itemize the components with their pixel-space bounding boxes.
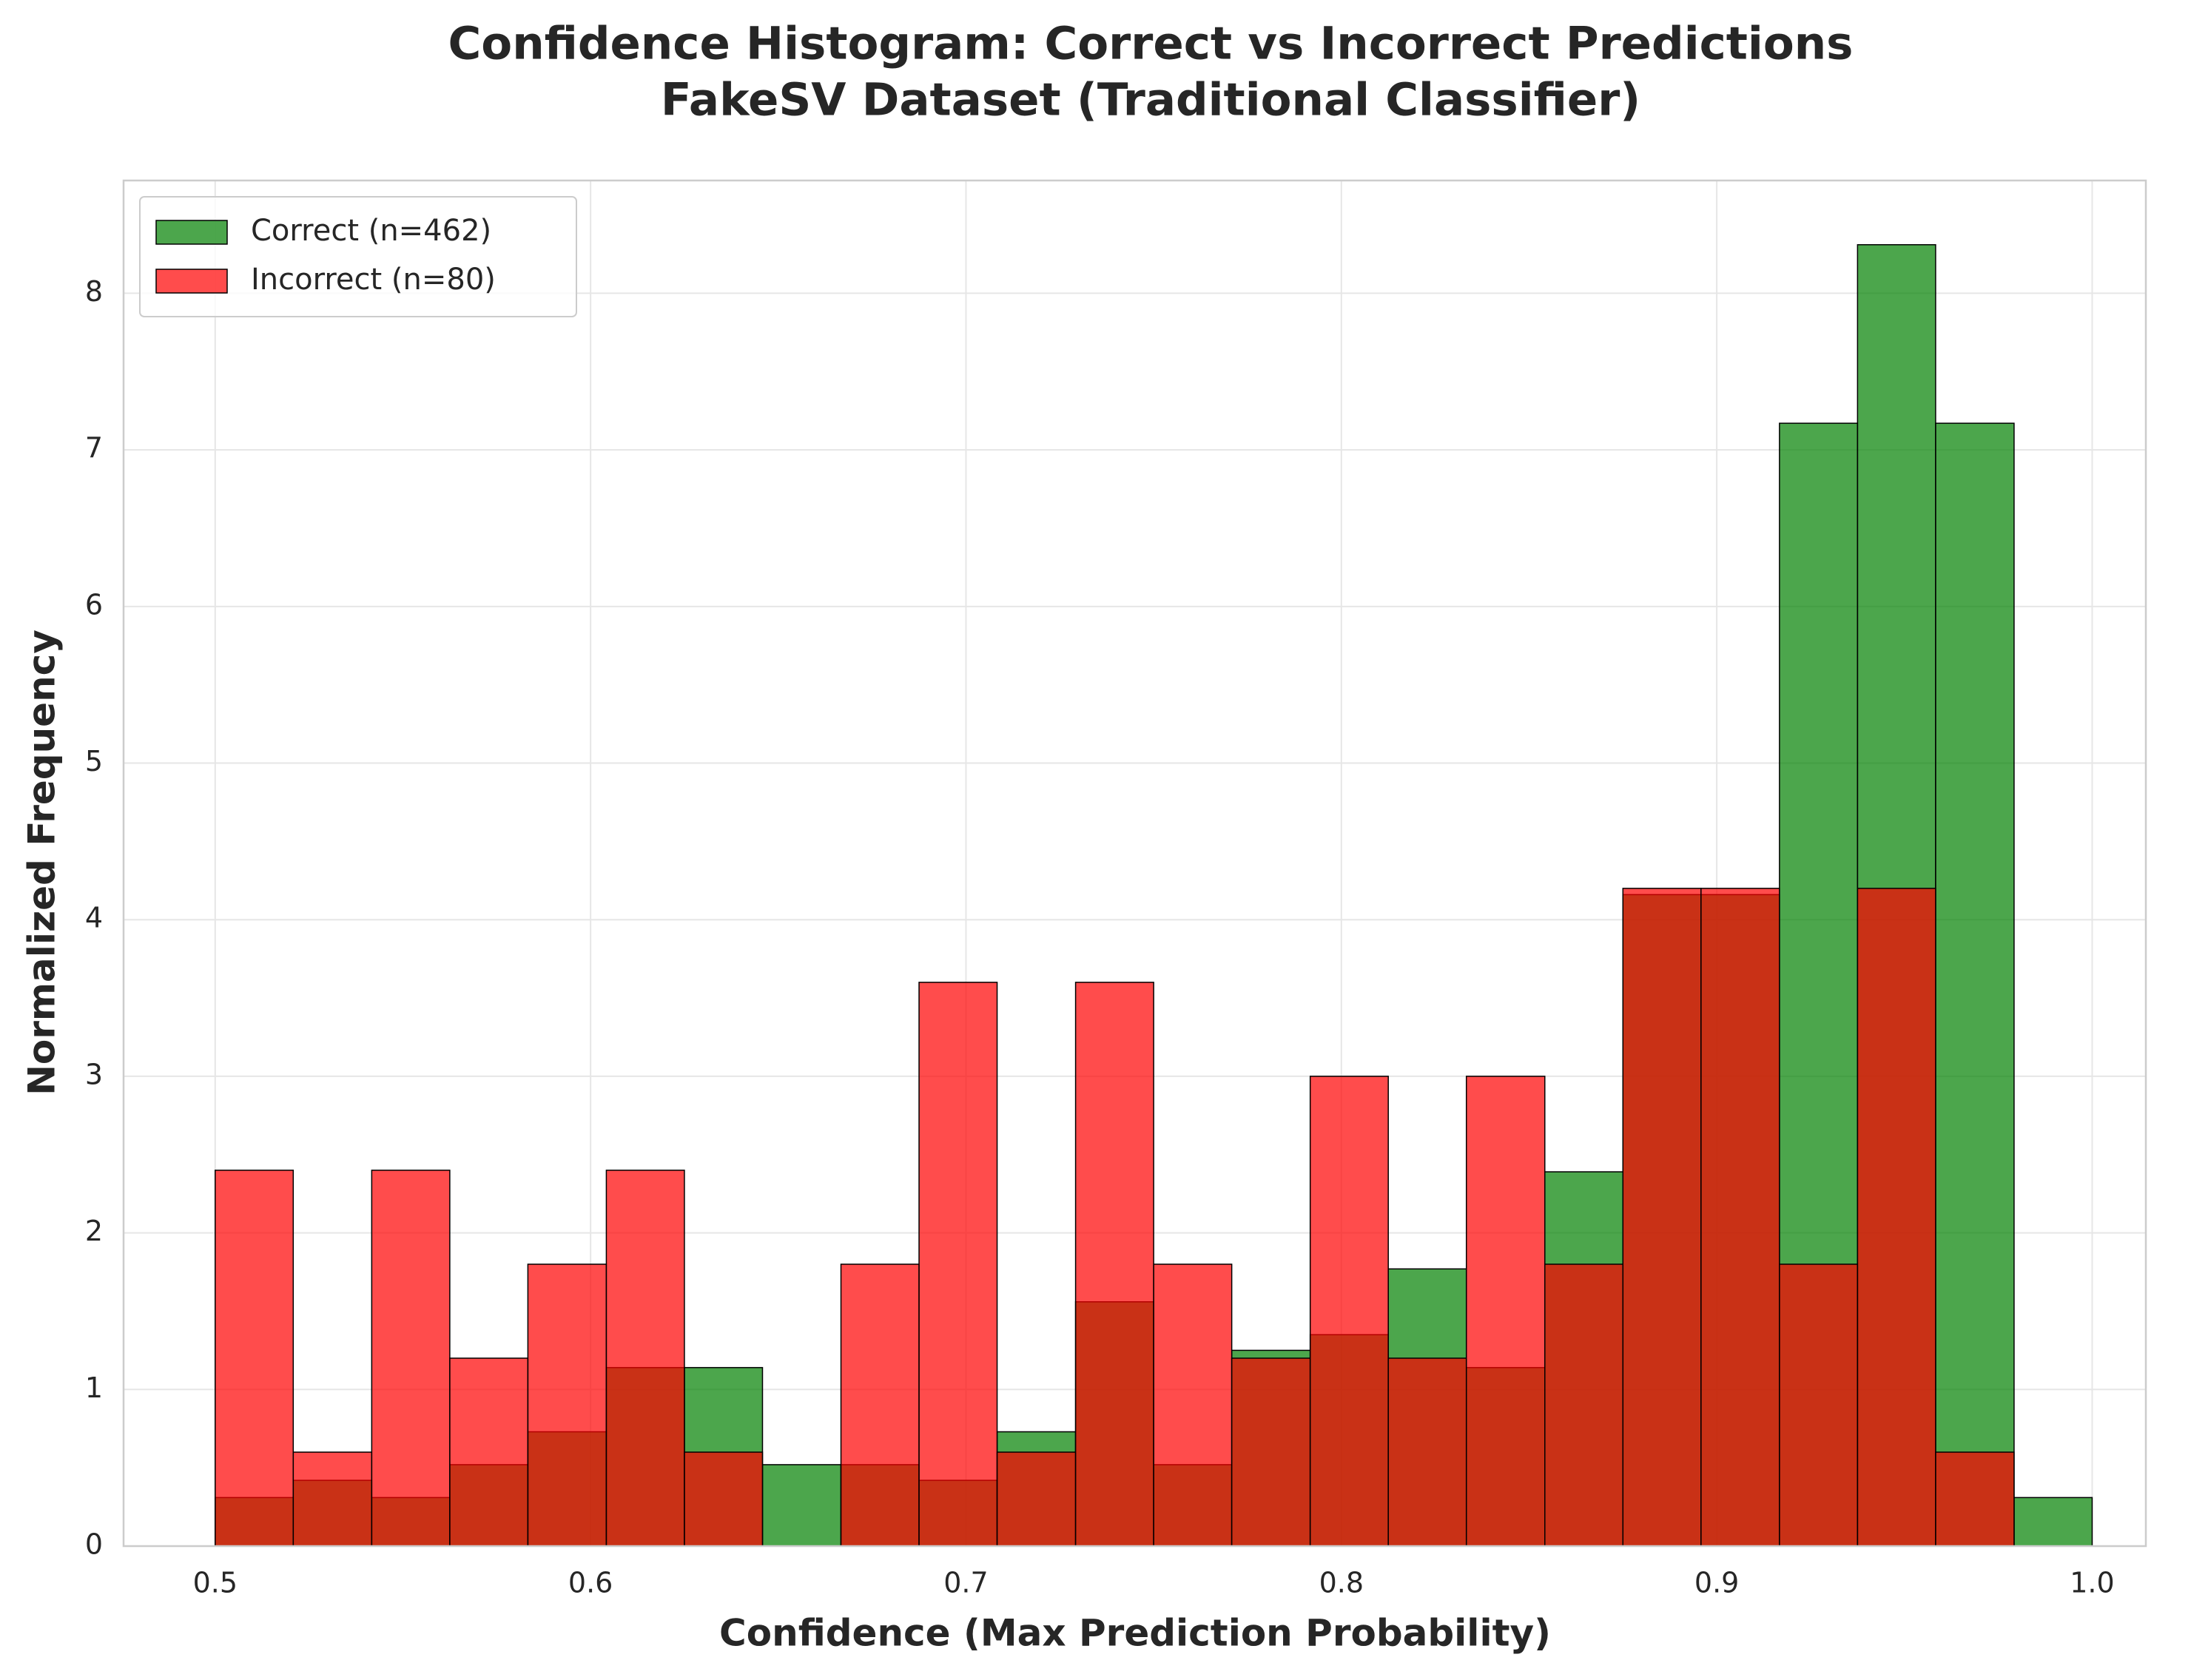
legend-label: Correct (n=462) (251, 214, 491, 248)
histogram-bar (527, 1264, 607, 1547)
histogram-bar (292, 1451, 373, 1547)
legend-swatch (155, 269, 228, 294)
x-tick-label: 1.0 (2070, 1567, 2114, 1599)
plot-frame (122, 179, 2147, 1548)
histogram-bar (1857, 888, 1936, 1547)
histogram-bar (1622, 888, 1702, 1547)
legend-swatch (155, 220, 228, 245)
y-tick-label: 0 (85, 1528, 103, 1561)
histogram-bar (1935, 1451, 2015, 1547)
x-tick-label: 0.6 (568, 1567, 613, 1599)
chart-title: Confidence Histogram: Correct vs Incorre… (448, 18, 1854, 70)
histogram-bar (371, 1170, 451, 1547)
y-tick-label: 3 (85, 1058, 103, 1090)
legend-box (139, 196, 577, 317)
histogram-bar (2013, 1497, 2093, 1547)
x-tick-label: 0.5 (193, 1567, 238, 1599)
y-tick-label: 7 (85, 432, 103, 465)
histogram-bar (996, 1451, 1077, 1547)
histogram-bar (761, 1464, 842, 1547)
y-axis-label: Normalized Frequency (21, 630, 64, 1096)
y-tick-label: 5 (85, 745, 103, 777)
histogram-bar (1074, 982, 1154, 1547)
histogram-bar (605, 1170, 685, 1547)
histogram-bar (918, 982, 998, 1547)
y-tick-label: 4 (85, 902, 103, 934)
histogram-bar (1465, 1076, 1546, 1547)
x-tick-label: 0.9 (1694, 1567, 1739, 1599)
x-tick-label: 0.8 (1319, 1567, 1364, 1599)
histogram-bar (840, 1264, 920, 1547)
histogram-bar (1231, 1357, 1311, 1547)
histogram-bar (1700, 888, 1780, 1547)
histogram-bar (1387, 1357, 1467, 1547)
x-tick-label: 0.7 (943, 1567, 988, 1599)
histogram-bar (1153, 1264, 1233, 1547)
chart-subtitle: FakeSV Dataset (Traditional Classifier) (661, 74, 1640, 126)
histogram-bar (215, 1170, 294, 1547)
y-tick-label: 1 (85, 1372, 103, 1404)
y-tick-label: 2 (85, 1215, 103, 1247)
histogram-bar (1779, 1264, 1859, 1547)
histogram-bar (684, 1451, 764, 1547)
histogram-bar (1544, 1264, 1624, 1547)
histogram-bar (1309, 1076, 1389, 1547)
histogram-bar (449, 1357, 529, 1547)
x-axis-label: Confidence (Max Prediction Probability) (719, 1612, 1551, 1655)
legend-label: Incorrect (n=80) (251, 263, 496, 297)
histogram-bar (1935, 422, 2015, 1547)
y-tick-label: 8 (85, 275, 103, 308)
y-tick-label: 6 (85, 588, 103, 621)
